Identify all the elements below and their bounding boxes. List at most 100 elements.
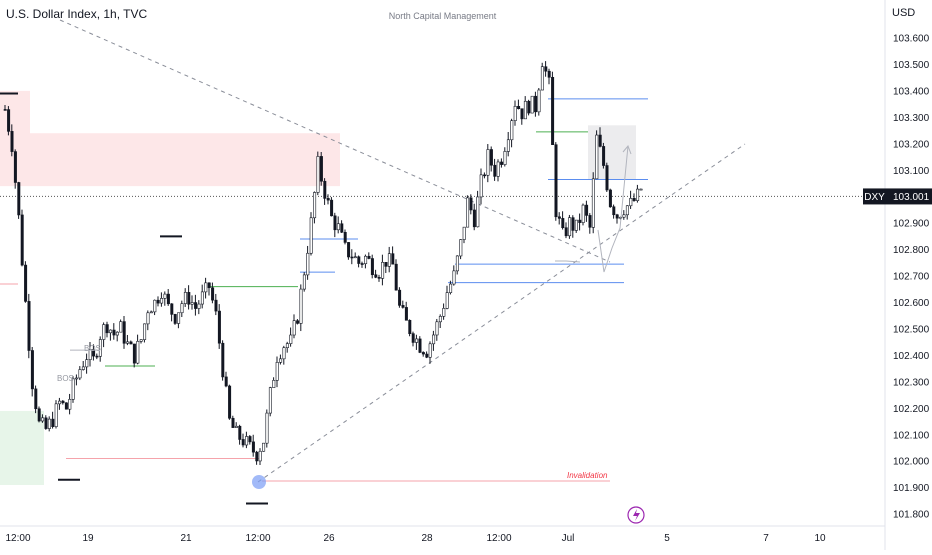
candle-body: [466, 197, 470, 228]
candle-body: [449, 283, 453, 293]
candle-body: [598, 134, 602, 147]
y-tick-label: 102.100: [893, 430, 930, 441]
y-tick-label: 102.300: [893, 377, 930, 388]
candle-body: [306, 252, 310, 276]
x-tick-label: 10: [814, 533, 826, 544]
y-tick-label: 101.800: [893, 510, 930, 521]
x-tick-label: 12:00: [486, 533, 511, 544]
candle-body: [333, 215, 337, 231]
candle-body: [313, 192, 317, 219]
candle-body: [268, 387, 272, 414]
candle-body: [251, 441, 255, 453]
candle-body: [445, 292, 449, 309]
candle-body: [190, 302, 194, 305]
candle-body: [292, 320, 296, 336]
candle-body: [122, 321, 126, 344]
candle-body: [119, 321, 123, 333]
y-tick-label: 103.600: [893, 34, 930, 45]
candle-body: [602, 146, 606, 166]
candle-body: [207, 282, 211, 289]
projection-arrowhead: [622, 145, 632, 155]
y-tick-label: 102.400: [893, 351, 930, 362]
candle-body: [228, 385, 232, 419]
candle-body: [615, 214, 619, 219]
candle-body: [384, 262, 388, 267]
candle-body: [61, 400, 65, 404]
candle-body: [415, 338, 419, 343]
y-tick-label: 101.900: [893, 483, 930, 494]
candle-body: [112, 329, 116, 336]
candle-body: [275, 362, 279, 381]
currency-label[interactable]: USD: [892, 7, 916, 19]
candle-body: [143, 323, 147, 340]
candle-body: [496, 161, 500, 177]
candle-body: [102, 324, 106, 340]
candle-body: [153, 299, 157, 313]
x-tick-label: 26: [323, 533, 335, 544]
y-tick-label: 103.200: [893, 139, 930, 150]
candle-body: [432, 334, 436, 345]
candle-body: [316, 156, 320, 193]
candle-body: [370, 258, 374, 276]
symbol-title: U.S. Dollar Index, 1h, TVC: [6, 7, 148, 21]
candle-body: [612, 206, 616, 216]
candle-body: [173, 314, 177, 324]
candle-body: [41, 417, 45, 422]
candle-body: [241, 439, 245, 446]
candle-body: [605, 165, 609, 191]
candle-body: [309, 217, 313, 254]
candle-body: [245, 436, 249, 446]
candle-body: [109, 329, 113, 334]
candle-body: [214, 299, 218, 312]
candle-body: [629, 198, 633, 207]
candle-body: [547, 70, 551, 78]
candle-body: [92, 349, 96, 357]
candle-body: [217, 310, 221, 344]
candle-body: [425, 353, 429, 358]
candle-body: [272, 380, 276, 388]
candle-body: [557, 216, 561, 219]
candle-body: [265, 412, 269, 444]
y-tick-label: 102.900: [893, 219, 930, 230]
candle-body: [156, 299, 160, 304]
candle-body: [591, 178, 595, 228]
candle-body: [510, 120, 514, 141]
candle-body: [238, 425, 242, 440]
candle-body: [302, 274, 306, 290]
candle-body: [139, 339, 143, 342]
candle-body: [30, 350, 34, 390]
swing-low-marker: [252, 475, 266, 489]
x-tick-label: 19: [82, 533, 94, 544]
candle-body: [255, 451, 259, 462]
candle-body: [180, 303, 184, 314]
last-price-symbol: DXY: [864, 192, 885, 203]
candle-body: [364, 255, 368, 265]
candle-body: [540, 66, 544, 91]
lightning-bolt-icon: [633, 509, 640, 521]
candle-body: [340, 223, 344, 233]
candle-body: [170, 303, 174, 315]
candle-body: [85, 359, 89, 368]
candle-body: [639, 188, 643, 191]
x-tick-label: 21: [180, 533, 192, 544]
candle-body: [81, 366, 85, 370]
candle-body: [296, 320, 300, 324]
candle-body: [486, 149, 490, 176]
candle-body: [13, 151, 17, 183]
candle-body: [204, 282, 208, 293]
candle-body: [381, 262, 385, 279]
candle-body: [20, 214, 24, 266]
candle-body: [527, 100, 531, 114]
candle-body: [571, 217, 575, 231]
lightning-icon: [627, 506, 645, 524]
candle-body: [534, 95, 538, 113]
candle-body: [513, 105, 517, 121]
candle-body: [347, 242, 351, 258]
candle-body: [530, 95, 534, 114]
candle-body: [163, 293, 167, 299]
candle-body: [398, 289, 402, 306]
candle-body: [58, 400, 62, 405]
candle-body: [472, 209, 476, 228]
